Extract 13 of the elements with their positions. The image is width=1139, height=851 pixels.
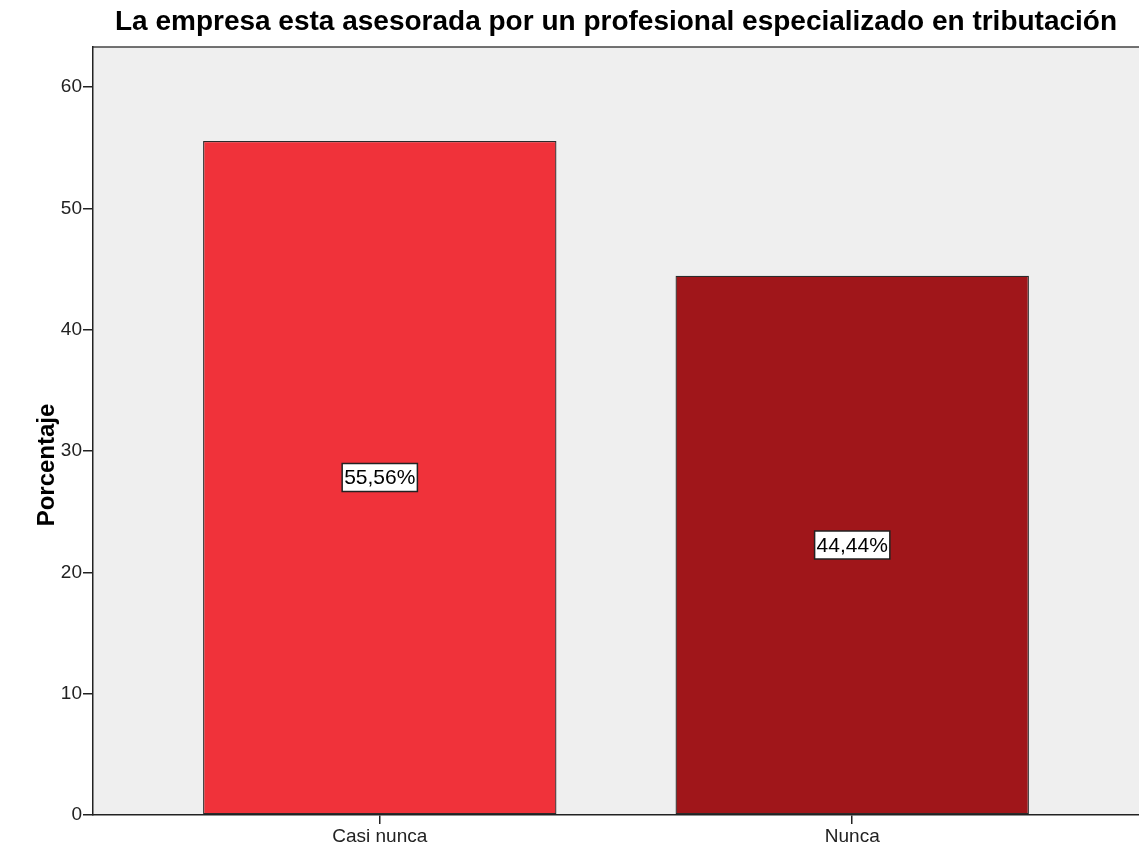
y-tick-label: 40 — [60, 317, 82, 339]
data-label: 44,44% — [816, 532, 888, 556]
y-tick-label: 50 — [60, 196, 82, 218]
y-axis-title: Porcentaje — [31, 403, 59, 527]
x-tick-label: Casi nunca — [332, 824, 428, 846]
y-tick-label: 20 — [60, 560, 82, 582]
y-tick-label: 30 — [60, 439, 82, 461]
chart-title: La empresa esta asesorada por un profesional especializado en tributación — [114, 4, 1118, 36]
y-tick-label: 60 — [60, 75, 82, 97]
data-label: 55,56% — [344, 465, 416, 489]
x-tick-label: Nunca — [824, 824, 881, 846]
y-tick-label: 0 — [71, 803, 82, 825]
y-tick-label: 10 — [60, 681, 82, 703]
